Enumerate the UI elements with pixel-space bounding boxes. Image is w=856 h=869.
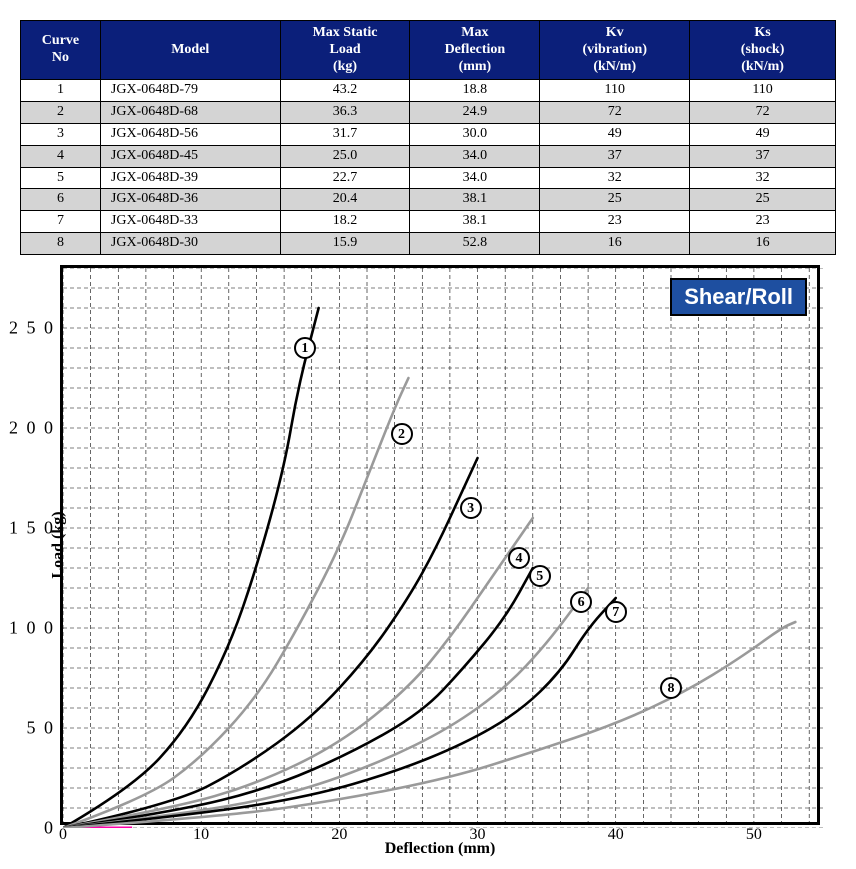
table-cell: 6 (21, 189, 101, 211)
table-cell: 49 (690, 123, 836, 145)
table-row: 2JGX-0648D-6836.324.97272 (21, 102, 836, 124)
table-cell: 49 (540, 123, 690, 145)
table-cell: 32 (690, 167, 836, 189)
table-cell: 38.1 (410, 211, 540, 233)
y-tick: 2 0 0 (5, 417, 55, 438)
curve-8 (63, 622, 795, 828)
curve-label-4: 4 (508, 547, 530, 569)
table-cell: 23 (690, 211, 836, 233)
x-tick: 10 (193, 826, 209, 844)
table-cell: 22.7 (280, 167, 410, 189)
table-cell: 72 (540, 102, 690, 124)
table-cell: 110 (690, 80, 836, 102)
table-cell: 5 (21, 167, 101, 189)
table-cell: JGX-0648D-79 (100, 80, 280, 102)
x-tick: 20 (331, 826, 347, 844)
y-tick: 0 (5, 817, 55, 838)
table-cell: 36.3 (280, 102, 410, 124)
table-row: 1JGX-0648D-7943.218.8110110 (21, 80, 836, 102)
table-cell: 24.9 (410, 102, 540, 124)
table-cell: JGX-0648D-45 (100, 145, 280, 167)
x-tick: 40 (608, 826, 624, 844)
y-tick: 1 5 0 (5, 517, 55, 538)
curve-label-6: 6 (570, 591, 592, 613)
curve-2 (63, 378, 408, 828)
table-cell: 34.0 (410, 167, 540, 189)
table-cell: 38.1 (410, 189, 540, 211)
plot-svg (63, 268, 823, 828)
table-cell: 43.2 (280, 80, 410, 102)
table-cell: JGX-0648D-68 (100, 102, 280, 124)
table-header-1: Model (100, 21, 280, 80)
table-row: 5JGX-0648D-3922.734.03232 (21, 167, 836, 189)
table-cell: 2 (21, 102, 101, 124)
table-row: 4JGX-0648D-4525.034.03737 (21, 145, 836, 167)
table-cell: 1 (21, 80, 101, 102)
table-cell: JGX-0648D-30 (100, 232, 280, 254)
table-cell: 72 (690, 102, 836, 124)
spec-table: CurveNoModelMax StaticLoad(kg)MaxDeflect… (20, 20, 836, 255)
table-cell: 25 (540, 189, 690, 211)
table-cell: 16 (540, 232, 690, 254)
curve-label-7: 7 (605, 601, 627, 623)
table-cell: 34.0 (410, 145, 540, 167)
curve-label-3: 3 (460, 497, 482, 519)
x-tick: 30 (470, 826, 486, 844)
table-cell: 18.8 (410, 80, 540, 102)
curve-label-5: 5 (529, 565, 551, 587)
table-cell: 4 (21, 145, 101, 167)
table-cell: 37 (690, 145, 836, 167)
table-cell: 18.2 (280, 211, 410, 233)
table-cell: 8 (21, 232, 101, 254)
table-cell: 3 (21, 123, 101, 145)
x-tick: 0 (59, 826, 67, 844)
x-tick: 50 (746, 826, 762, 844)
table-row: 7JGX-0648D-3318.238.12323 (21, 211, 836, 233)
table-cell: 7 (21, 211, 101, 233)
table-row: 3JGX-0648D-5631.730.04949 (21, 123, 836, 145)
curve-label-2: 2 (391, 423, 413, 445)
table-cell: 20.4 (280, 189, 410, 211)
table-cell: 32 (540, 167, 690, 189)
table-row: 6JGX-0648D-3620.438.12525 (21, 189, 836, 211)
table-cell: JGX-0648D-33 (100, 211, 280, 233)
table-header-3: MaxDeflection(mm) (410, 21, 540, 80)
table-cell: 52.8 (410, 232, 540, 254)
curve-label-1: 1 (294, 337, 316, 359)
table-cell: 31.7 (280, 123, 410, 145)
table-cell: 30.0 (410, 123, 540, 145)
legend: Shear/Roll (670, 278, 807, 316)
table-header-2: Max StaticLoad(kg) (280, 21, 410, 80)
table-cell: 16 (690, 232, 836, 254)
table-cell: JGX-0648D-39 (100, 167, 280, 189)
y-tick: 1 0 0 (5, 617, 55, 638)
table-cell: 37 (540, 145, 690, 167)
chart-area: Load (kg) Deflection (mm) Shear/Roll 05 … (60, 265, 820, 825)
y-tick: 2 5 0 (5, 317, 55, 338)
table-cell: 23 (540, 211, 690, 233)
table-cell: JGX-0648D-56 (100, 123, 280, 145)
curve-label-8: 8 (660, 677, 682, 699)
table-header-0: CurveNo (21, 21, 101, 80)
table-row: 8JGX-0648D-3015.952.81616 (21, 232, 836, 254)
table-header-5: Ks(shock)(kN/m) (690, 21, 836, 80)
table-cell: 15.9 (280, 232, 410, 254)
table-cell: JGX-0648D-36 (100, 189, 280, 211)
y-tick: 5 0 (5, 717, 55, 738)
table-cell: 25 (690, 189, 836, 211)
table-header-4: Kv(vibration)(kN/m) (540, 21, 690, 80)
table-cell: 25.0 (280, 145, 410, 167)
table-cell: 110 (540, 80, 690, 102)
